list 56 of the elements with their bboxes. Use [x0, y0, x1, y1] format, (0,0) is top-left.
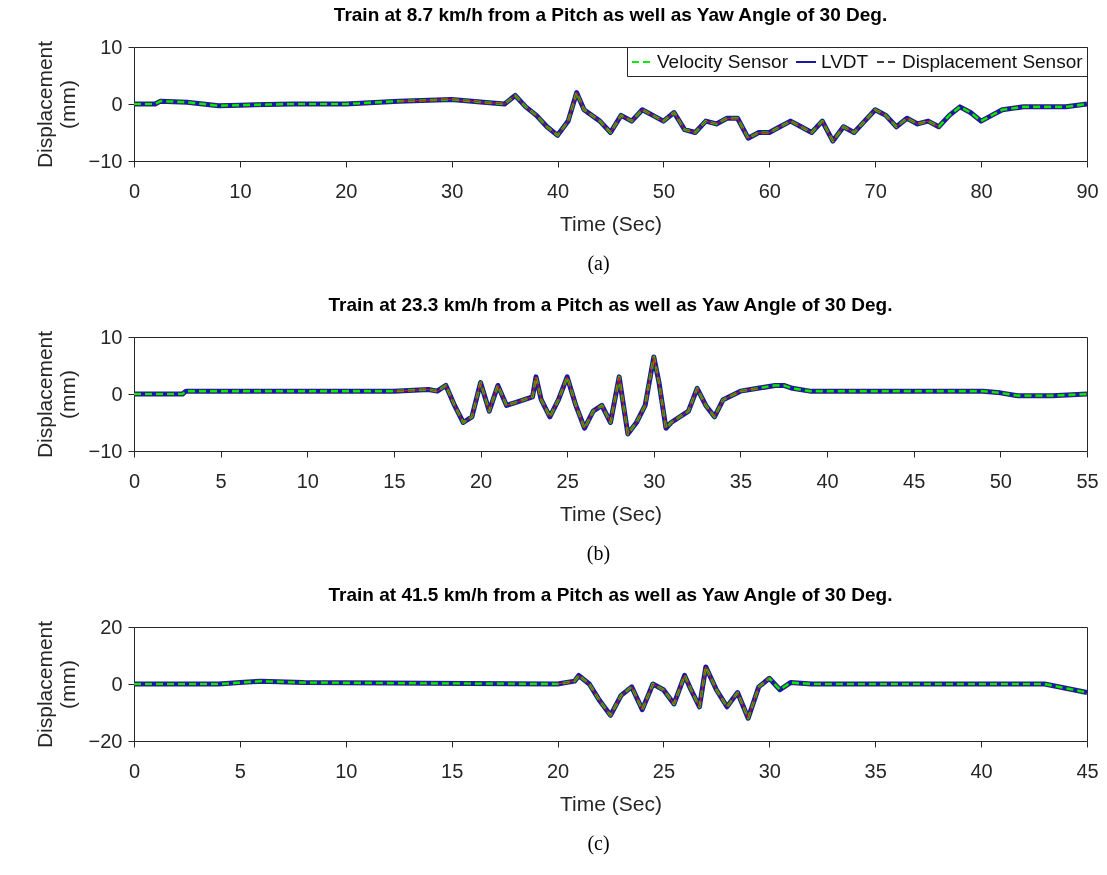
x-axis-title: Time (Sec): [560, 791, 662, 815]
text: (c): [586, 832, 611, 857]
x-tick-label: 10: [229, 179, 252, 202]
x-tick-label: 30: [758, 759, 781, 782]
y-tick-label: 10: [100, 35, 123, 58]
x-tick-label: 5: [215, 469, 227, 492]
y-axis-title: Displacement (mm): [32, 330, 79, 459]
x-tick-label: 20: [469, 469, 493, 492]
x-tick-label: 25: [556, 469, 579, 492]
x-tick-label: 55: [1076, 469, 1099, 492]
y-axis-title: Displacement (mm): [32, 620, 79, 749]
x-tick-label: 30: [643, 469, 666, 492]
x-tick-label: 70: [864, 179, 887, 202]
y-tick-label: 10: [100, 325, 123, 348]
text: (a): [586, 252, 611, 277]
x-axis-title: Time (Sec): [560, 501, 662, 525]
x-tick-label: 50: [652, 179, 676, 202]
x-tick-label: 10: [335, 759, 358, 782]
chart-title: Train at 8.7 km/h from a Pitch as well as Yaw Angle of 30 Deg.: [333, 4, 888, 25]
y-tick-label: −10: [88, 439, 123, 462]
x-tick-label: 40: [546, 179, 570, 202]
y-tick-label: 0: [111, 92, 123, 115]
chart-title: Train at 41.5 km/h from a Pitch as well as Yaw Angle of 30 Deg.: [328, 584, 893, 605]
text: (b): [585, 542, 612, 567]
y-axis-title: Displacement (mm): [32, 40, 79, 169]
x-tick-label: 0: [128, 759, 141, 782]
legend-label: Velocity Sensor: [657, 51, 789, 72]
x-tick-label: 80: [970, 179, 993, 202]
x-tick-label: 15: [441, 759, 464, 782]
x-tick-label: 15: [383, 469, 406, 492]
y-tick-label: −10: [88, 149, 123, 172]
y-tick-label: 20: [100, 615, 123, 638]
y-tick-label: 0: [111, 382, 123, 405]
x-tick-label: 0: [128, 469, 141, 492]
legend-label: Displacement Sensor: [902, 51, 1084, 72]
y-tick-label: −20: [88, 729, 123, 752]
chart-title: Train at 23.3 km/h from a Pitch as well as Yaw Angle of 30 Deg.: [328, 294, 893, 315]
x-tick-label: 40: [816, 469, 839, 492]
x-tick-label: 35: [729, 469, 753, 492]
x-tick-label: 90: [1076, 179, 1099, 202]
y-tick-label: 0: [111, 672, 123, 695]
x-tick-label: 0: [128, 179, 141, 202]
x-tick-label: 10: [296, 469, 319, 492]
x-tick-label: 30: [441, 179, 464, 202]
x-tick-label: 20: [335, 179, 358, 202]
legend-label: LVDT: [821, 51, 869, 72]
x-tick-label: 35: [864, 759, 887, 782]
x-tick-label: 25: [652, 759, 676, 782]
x-tick-label: 20: [546, 759, 570, 782]
x-tick-label: 40: [970, 759, 993, 782]
x-tick-label: 50: [989, 469, 1012, 492]
x-tick-label: 45: [1076, 759, 1099, 782]
x-tick-label: 5: [234, 759, 246, 782]
x-tick-label: 45: [903, 469, 926, 492]
x-axis-title: Time (Sec): [560, 211, 662, 235]
x-tick-label: 60: [758, 179, 781, 202]
